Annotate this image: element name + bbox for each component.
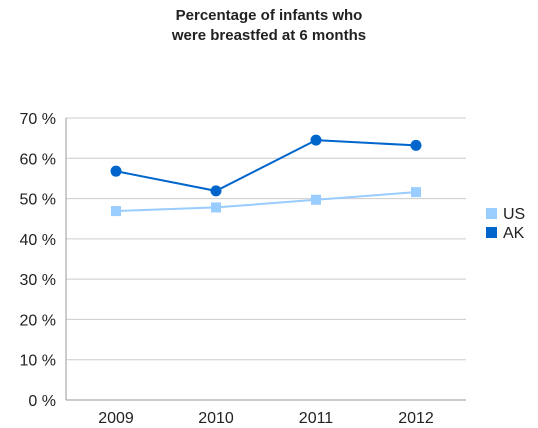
legend-swatch-us <box>486 208 497 219</box>
data-point-us <box>111 206 121 217</box>
chart-title-line-1: Percentage of infants who <box>175 7 363 24</box>
chart-title-line-2: were breastfed at 6 months <box>171 27 367 44</box>
y-tick-label: 60 % <box>20 151 56 168</box>
y-tick-label: 30 % <box>20 272 56 289</box>
legend-label-us: US <box>503 206 525 223</box>
data-point-ak <box>110 165 122 177</box>
y-tick-label: 50 % <box>20 192 56 209</box>
chart-title: Percentage of infants who were breastfed… <box>0 6 538 46</box>
data-point-us <box>311 194 321 205</box>
legend-label-ak: AK <box>503 225 525 242</box>
x-tick-label: 2009 <box>98 410 134 427</box>
y-tick-label: 40 % <box>20 232 56 249</box>
series-line-us <box>115 191 417 213</box>
data-point-ak <box>210 185 222 197</box>
y-tick-label: 70 % <box>20 111 56 128</box>
x-tick-label: 2011 <box>299 410 334 427</box>
x-tick-label: 2012 <box>398 410 434 427</box>
y-tick-label: 0 % <box>28 393 56 410</box>
data-point-ak <box>310 134 322 146</box>
data-point-ak <box>410 139 422 151</box>
legend-swatch-ak <box>486 227 497 238</box>
data-point-us <box>211 202 221 213</box>
data-point-us <box>411 187 421 198</box>
y-tick-label: 20 % <box>20 312 56 329</box>
y-tick-label: 10 % <box>20 353 56 370</box>
x-tick-label: 2010 <box>198 410 234 427</box>
series-line-ak <box>115 139 417 192</box>
